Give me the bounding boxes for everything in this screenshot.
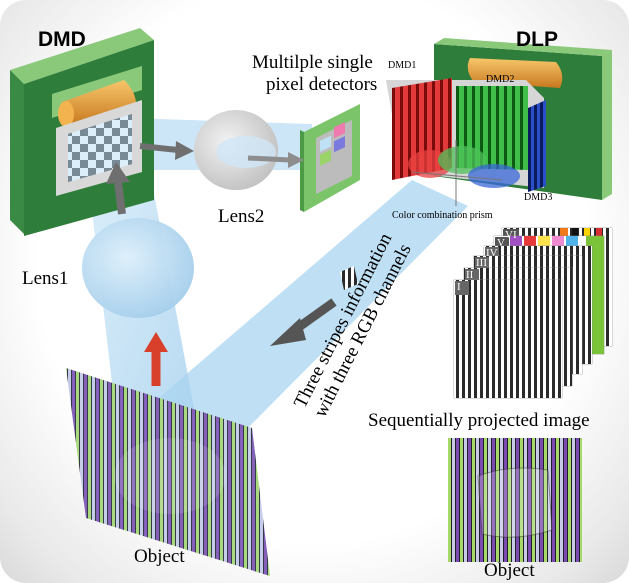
small-stripe-patch <box>340 266 358 290</box>
arrow-lens2-to-detector <box>247 152 304 168</box>
lens1 <box>82 218 194 318</box>
stack-label-2: II <box>466 269 474 281</box>
object-left-label: Object <box>134 546 185 567</box>
arrow-up-to-dmd <box>106 162 130 215</box>
stack-label-5: V <box>497 237 505 249</box>
stack-label-3: III <box>476 257 487 269</box>
stack-label-4: IV <box>486 247 498 259</box>
dlp-label: DLP <box>516 28 558 51</box>
lens1-label: Lens1 <box>22 268 69 289</box>
stack-label-6: VI <box>505 229 517 241</box>
dmd1-label: DMD1 <box>388 60 417 71</box>
stack-label-1: I <box>457 281 461 293</box>
sequential-image-stack <box>453 227 613 399</box>
lens2 <box>194 110 278 190</box>
arrow-red-up <box>144 332 168 386</box>
dmd-device <box>10 28 154 236</box>
detectors-label-line2: pixel detectors <box>266 74 378 95</box>
sequential-label: Sequentially projected image <box>368 410 590 431</box>
arrow-dlp-to-object <box>270 298 337 346</box>
detector-panel <box>300 104 360 212</box>
prism-label: Color combination prism <box>392 210 493 221</box>
lens2-label: Lens2 <box>218 206 265 227</box>
dmd-label: DMD <box>38 28 86 51</box>
object-right-image <box>448 438 582 562</box>
color-combination-prism <box>408 140 520 206</box>
object-left <box>66 368 270 576</box>
dmd3-label: DMD3 <box>524 192 553 203</box>
dmd2-label: DMD2 <box>486 74 515 85</box>
object-right-label: Object <box>484 560 535 581</box>
stack-card-1 <box>453 279 563 399</box>
detectors-label-line1: Multilple single <box>252 52 373 73</box>
arrow-dmd-to-lens2 <box>139 141 194 160</box>
